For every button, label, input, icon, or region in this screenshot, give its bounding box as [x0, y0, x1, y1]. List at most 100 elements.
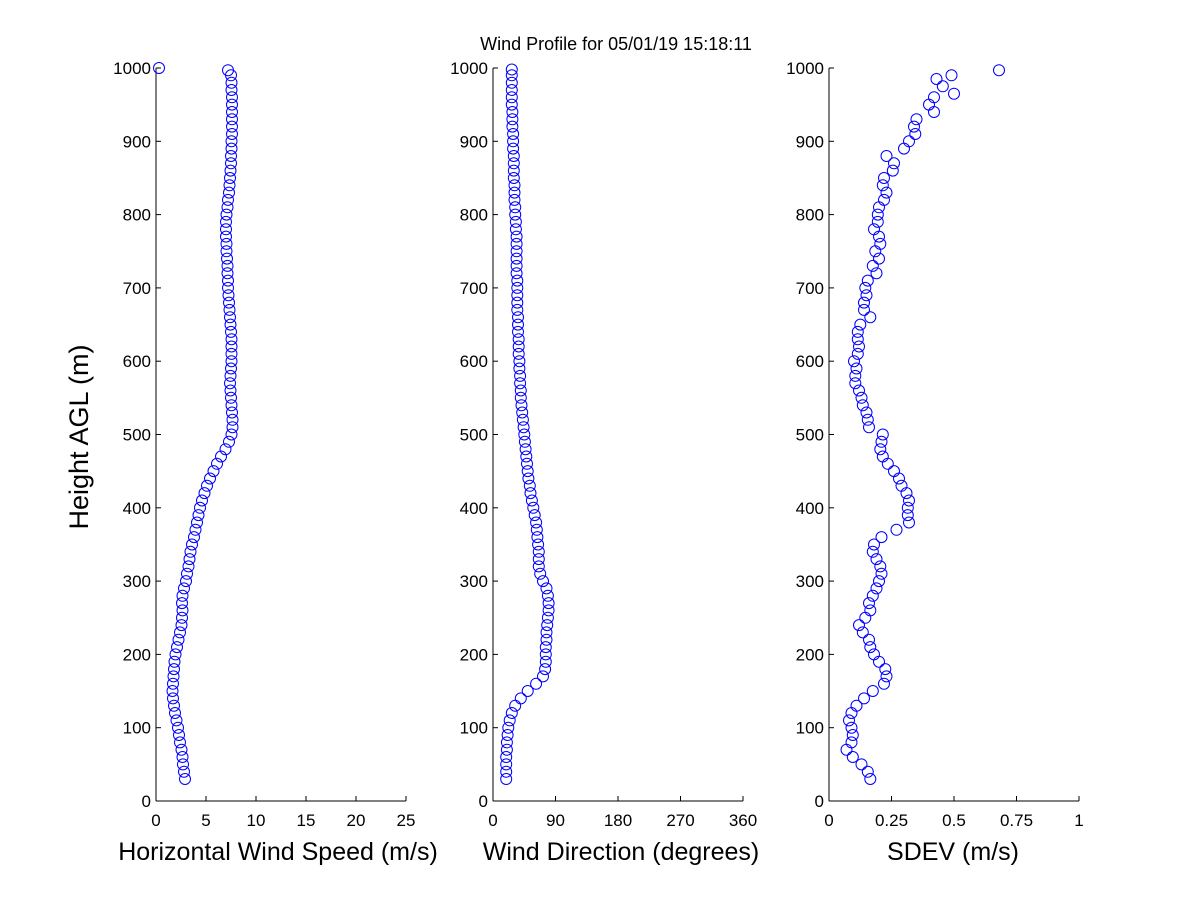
data-point — [225, 150, 237, 162]
data-point — [853, 384, 865, 397]
data-point — [226, 128, 238, 140]
data-point — [180, 575, 192, 588]
data-point — [225, 391, 237, 404]
data-point — [542, 604, 555, 617]
data-point — [500, 758, 513, 771]
x-tick-label: 0 — [488, 811, 497, 830]
data-point — [510, 230, 523, 243]
data-point — [868, 223, 880, 236]
data-point — [226, 98, 238, 111]
data-point — [858, 303, 870, 316]
data-point — [168, 663, 180, 676]
data-point — [846, 751, 859, 763]
data-point — [512, 340, 525, 353]
y-tick-label: 400 — [123, 499, 151, 518]
data-point — [874, 560, 887, 573]
y-tick-label: 800 — [796, 206, 824, 225]
data-point — [870, 553, 883, 566]
y-tick-label: 600 — [123, 352, 151, 371]
data-point — [849, 369, 862, 382]
data-point — [509, 223, 522, 236]
data-point — [866, 685, 879, 697]
data-point — [186, 538, 198, 551]
data-point — [875, 531, 888, 544]
data-point — [507, 172, 520, 184]
data-point — [541, 619, 554, 632]
data-point — [879, 663, 892, 676]
data-point — [224, 164, 237, 177]
data-point — [860, 289, 873, 302]
y-tick-label: 500 — [460, 426, 488, 445]
data-point — [220, 237, 233, 250]
data-point — [532, 560, 545, 573]
data-point — [207, 465, 220, 478]
data-point — [863, 421, 875, 434]
y-tick-label: 100 — [460, 719, 488, 738]
data-point — [500, 773, 513, 785]
data-point — [191, 516, 203, 529]
data-point — [510, 267, 523, 280]
data-point — [225, 428, 238, 441]
data-point — [220, 223, 232, 236]
data-point — [176, 589, 189, 602]
data-point — [993, 64, 1005, 77]
data-point — [223, 435, 235, 448]
data-point — [222, 274, 234, 287]
data-point — [903, 494, 915, 507]
data-point — [175, 743, 188, 756]
data-point — [502, 721, 515, 734]
y-tick-label: 400 — [796, 499, 824, 518]
data-point — [172, 721, 184, 734]
data-point — [507, 150, 520, 162]
data-point — [224, 377, 236, 390]
y-tick-label: 1000 — [786, 59, 824, 78]
data-point — [508, 186, 521, 199]
data-point — [843, 714, 855, 727]
data-point — [509, 208, 522, 221]
y-tick-label: 700 — [796, 279, 824, 298]
data-point — [510, 259, 523, 272]
y-tick-label: 500 — [123, 426, 151, 445]
data-point — [530, 523, 543, 536]
data-point — [226, 113, 238, 126]
data-point — [509, 215, 522, 228]
x-axis-label: Wind Direction (degrees) — [483, 838, 760, 866]
data-point — [512, 325, 524, 338]
data-point — [530, 677, 543, 690]
data-point — [204, 472, 216, 485]
y-tick-label: 600 — [796, 352, 824, 371]
data-point — [196, 494, 208, 507]
data-point — [532, 538, 545, 551]
data-point — [540, 633, 553, 646]
data-point — [855, 758, 868, 771]
data-point — [224, 311, 236, 324]
data-point — [225, 399, 238, 412]
data-point — [528, 509, 541, 522]
data-point — [170, 714, 183, 727]
data-point — [517, 421, 530, 434]
data-point — [222, 193, 234, 206]
data-point — [890, 523, 903, 536]
data-point — [853, 619, 865, 632]
data-point — [873, 252, 885, 265]
x-tick-label: 360 — [729, 811, 757, 830]
data-point — [505, 84, 518, 96]
data-point — [507, 142, 520, 155]
data-point — [222, 64, 234, 77]
figure-title: Wind Profile for 05/01/19 15:18:11 — [480, 34, 752, 54]
data-point — [189, 523, 202, 536]
data-point — [901, 501, 914, 514]
data-point — [520, 450, 533, 463]
x-tick-label: 10 — [247, 811, 266, 830]
data-point — [220, 208, 233, 221]
data-point — [182, 560, 195, 573]
y-tick-label: 800 — [460, 206, 488, 225]
y-tick-label: 0 — [142, 792, 151, 811]
data-point — [514, 384, 527, 397]
panel-speed: 0 5 10 15 20 25 0 100 200 300 400 500 600 700 800 900 10… — [113, 59, 438, 866]
data-point — [226, 406, 238, 419]
y-tick-label: 700 — [460, 279, 488, 298]
y-tick-label: 100 — [123, 719, 151, 738]
